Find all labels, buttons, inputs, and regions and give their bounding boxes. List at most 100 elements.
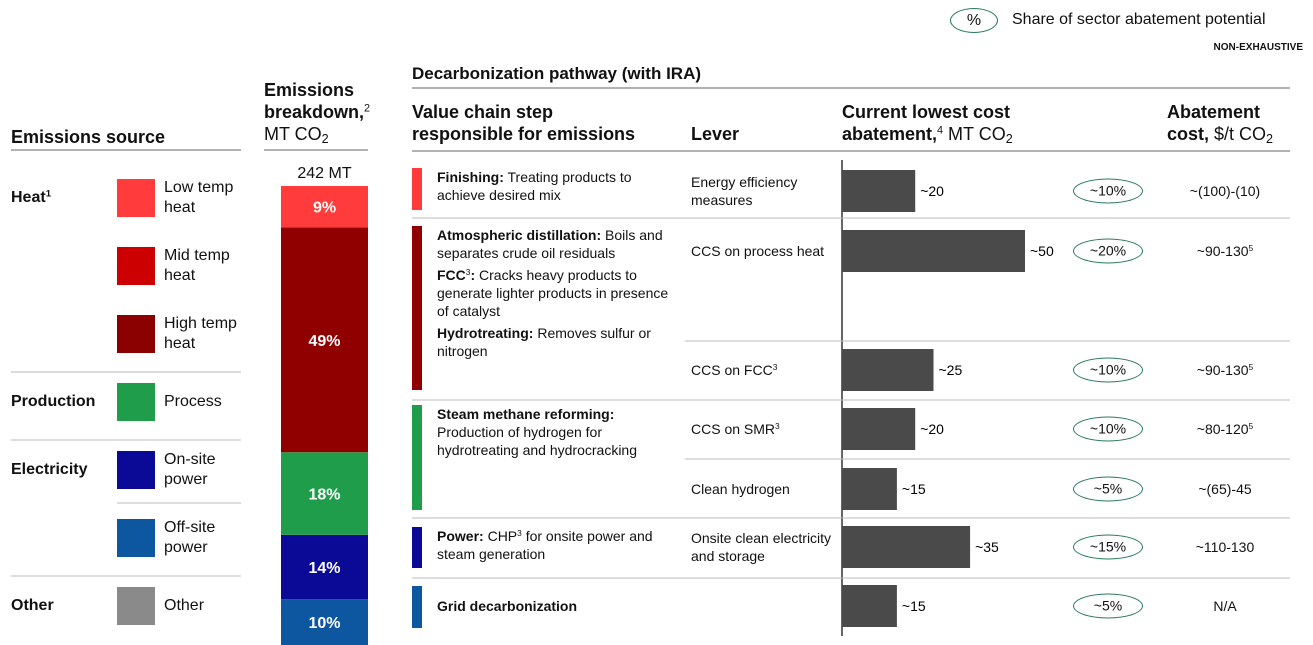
step-color-bar	[412, 168, 422, 210]
text-line: Emissions source	[11, 126, 165, 148]
text-text: CHP	[483, 528, 518, 544]
legend-swatch	[117, 383, 155, 421]
stack-segment	[281, 599, 368, 645]
cost: N/A	[1165, 597, 1285, 615]
bar-label: ~25	[939, 362, 963, 378]
text-text: CCS on process heat	[691, 243, 825, 259]
bar-label: ~15	[902, 481, 926, 497]
segment-label: 49%	[308, 333, 340, 350]
text-bold: cost,	[1167, 124, 1210, 144]
text-sup: 1	[45, 188, 52, 200]
text-text: for onsite power and steam generation	[437, 528, 653, 562]
bar-label: ~50	[1030, 243, 1054, 259]
text-bold: Lever	[691, 124, 740, 144]
step-color-bar	[412, 405, 422, 510]
cost: ~(100)-(10)	[1165, 182, 1285, 200]
legend-swatch	[117, 451, 155, 489]
text-text: MT CO	[943, 124, 1006, 144]
bar	[842, 408, 916, 450]
segment-label: 10%	[308, 615, 340, 632]
text-bold: Steam methane reforming:	[437, 406, 615, 422]
text-text: Treating products to achieve desired mix	[437, 169, 632, 203]
share-oval: ~10%	[1073, 357, 1143, 383]
text-bold: :	[470, 267, 476, 283]
share-oval: ~10%	[1073, 416, 1143, 442]
bar-label: ~35	[975, 539, 999, 555]
legend-swatch	[117, 519, 155, 557]
legend-swatch	[117, 247, 155, 285]
step-text: Power: CHP3 for onsite power and steam g…	[437, 527, 672, 567]
total-label: 242 MT	[297, 165, 352, 182]
legend-swatch	[117, 587, 155, 625]
text-line: Emissions	[264, 79, 370, 101]
text-sup: 4	[937, 124, 944, 137]
step-entry: Atmospheric distillation: Boils and sepa…	[437, 226, 672, 262]
bar	[842, 468, 897, 510]
text-bold: Hydrotreating:	[437, 325, 534, 341]
text-text: ~110-130	[1195, 539, 1255, 555]
segment-label: 9%	[313, 200, 336, 217]
step-entry: FCC3: Cracks heavy products to generate …	[437, 266, 672, 320]
text-line: Lever	[691, 123, 739, 145]
text-sup: 5	[1248, 242, 1254, 253]
step-color-bar	[412, 586, 422, 628]
text-bold: Current lowest cost	[842, 102, 1011, 122]
text-bold: responsible for emissions	[412, 124, 636, 144]
text-text: ~(65)-45	[1198, 481, 1252, 497]
step-entry: Finishing: Treating products to achieve …	[437, 168, 672, 204]
legend-label: Off-site power	[164, 519, 216, 556]
lever: CCS on process heat	[691, 242, 839, 260]
abatement-header: Current lowest cost abatement,4 MT CO2	[842, 101, 1013, 145]
text-bold: Heat	[11, 189, 46, 206]
text-bold: Power:	[437, 528, 484, 544]
text-sup: 2	[364, 102, 371, 115]
cost: ~90-1305	[1165, 242, 1285, 260]
source-group: Production	[11, 392, 95, 412]
text-bold: Grid decarbonization	[437, 598, 578, 614]
text-text: ~(100)-(10)	[1189, 183, 1261, 199]
source-group: Heat1	[11, 188, 51, 208]
stack-segment	[281, 452, 368, 535]
step-entry: Hydrotreating: Removes sulfur or nitroge…	[437, 324, 672, 360]
text-line: abatement,4 MT CO2	[842, 123, 1013, 145]
text-line: MT CO2	[264, 123, 370, 145]
text-sup: 3	[775, 420, 780, 431]
text-text: ~90-130	[1196, 362, 1249, 378]
share-oval: ~5%	[1073, 593, 1143, 619]
lever-header: Lever	[691, 123, 739, 145]
bar	[842, 170, 916, 212]
step-text: Atmospheric distillation: Boils and sepa…	[437, 226, 672, 364]
stack-segment	[281, 227, 368, 453]
step-entry: Steam methane reforming: Production of h…	[437, 405, 672, 459]
cost: ~(65)-45	[1165, 480, 1285, 498]
text-text: N/A	[1213, 598, 1237, 614]
text-bold: abatement,	[842, 124, 938, 144]
cost: ~110-130	[1165, 538, 1285, 556]
legend-symbol: %	[950, 8, 998, 33]
text-bold: Electricity	[11, 461, 88, 478]
text-sup: 3	[772, 361, 778, 372]
text-text: ~80-120	[1196, 421, 1249, 437]
text-text: Boils and separates crude oil residuals	[437, 227, 663, 261]
legend-swatch	[117, 315, 155, 353]
step-text: Finishing: Treating products to achieve …	[437, 168, 672, 208]
lever: Onsite clean electricity and storage	[691, 529, 839, 565]
text-text: $/t CO	[1209, 124, 1267, 144]
bar	[842, 585, 897, 627]
text-bold: Value chain step	[412, 102, 554, 122]
share-oval: ~5%	[1073, 476, 1143, 502]
stack-segment	[281, 186, 368, 228]
step-color-bar	[412, 226, 422, 390]
text-bold: breakdown,	[264, 102, 365, 122]
source-header: Emissions source	[11, 126, 165, 148]
cost: ~90-1305	[1165, 361, 1285, 379]
stack-segment	[281, 534, 368, 600]
legend-swatch	[117, 179, 155, 217]
text-sub: 2	[1266, 132, 1274, 147]
text-bold: Finishing:	[437, 169, 504, 185]
pathway-title: Decarbonization pathway (with IRA)	[412, 64, 702, 83]
bar-label: ~15	[902, 598, 926, 614]
text-text: CCS on SMR	[691, 421, 776, 437]
text-text: Production of hydrogen for hydrotreating…	[437, 424, 638, 458]
